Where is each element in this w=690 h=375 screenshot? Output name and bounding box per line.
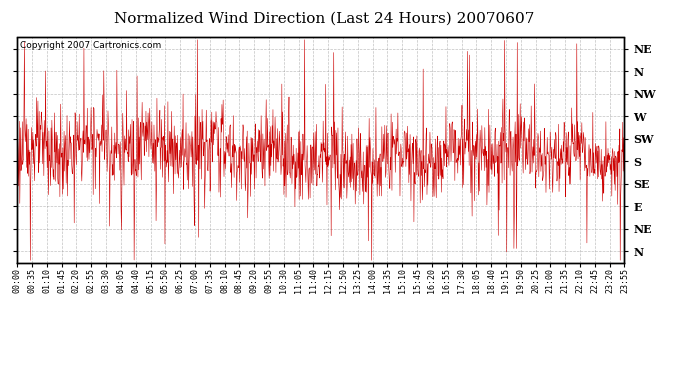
Text: Copyright 2007 Cartronics.com: Copyright 2007 Cartronics.com: [20, 41, 161, 50]
Text: Normalized Wind Direction (Last 24 Hours) 20070607: Normalized Wind Direction (Last 24 Hours…: [114, 11, 535, 25]
